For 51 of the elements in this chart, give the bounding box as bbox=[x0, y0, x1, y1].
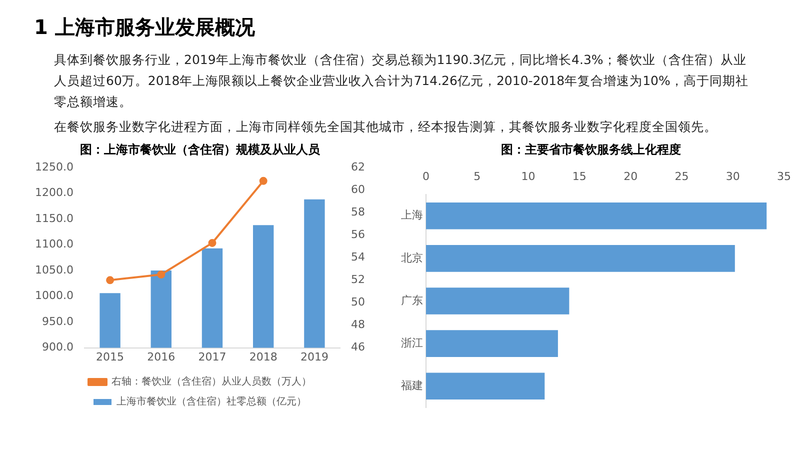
point bbox=[157, 270, 166, 279]
text: 在餐饮服务业数字化进程方面，上海市同样领先全国其他城市，经本报告测算，其餐饮服务业数字化程度全国领先。 bbox=[54, 118, 718, 136]
x-tick-label: 35 bbox=[777, 170, 791, 183]
x-tick-label: 20 bbox=[624, 170, 638, 183]
y-tick-label: 广东 bbox=[401, 294, 423, 307]
y-tick-label: 900.0 bbox=[42, 340, 74, 354]
y2-tick-label: 60 bbox=[351, 182, 366, 196]
x-tick-label: 2016 bbox=[147, 350, 176, 364]
x-tick-label: 15 bbox=[572, 170, 586, 183]
x-tick-label: 10 bbox=[521, 170, 536, 183]
text: 具体到餐饮服务行业，2019年上海市餐饮业（含住宿）交易总额为1190.3亿元，同比增长4.3%；餐饮业（含住宿）从业人员超过60万。2018年上海限额以上餐饮企业营业收入合计为714.26亿元，2010-2018年复合增速为10%，高于同期社零总额增速。 bbox=[54, 51, 750, 111]
bar bbox=[426, 372, 545, 400]
y2-tick-label: 48 bbox=[351, 318, 366, 332]
y-tick-label: 1150.0 bbox=[34, 212, 74, 225]
y-tick-label: 北京 bbox=[401, 251, 423, 264]
x-tick-label: 30 bbox=[726, 170, 740, 183]
y2-tick-label: 62 bbox=[351, 160, 366, 174]
bar bbox=[426, 245, 735, 272]
bar bbox=[426, 330, 558, 357]
y2-tick-label: 56 bbox=[351, 228, 366, 241]
y-tick-label: 浙江 bbox=[401, 336, 423, 350]
y2-tick-label: 54 bbox=[351, 250, 366, 264]
y2-tick-label: 58 bbox=[351, 205, 366, 218]
x-tick-label: 2017 bbox=[198, 350, 226, 364]
x-tick-label: 25 bbox=[674, 170, 689, 183]
text: 1 上海市服务业发展概况 bbox=[34, 14, 256, 41]
point bbox=[106, 276, 114, 284]
x-tick-label: 5 bbox=[474, 170, 481, 183]
bar bbox=[426, 202, 767, 230]
chart-title: 图：上海市餐饮业（含住宿）规模及从业人员 bbox=[80, 142, 321, 156]
y-tick-label: 福建 bbox=[401, 378, 423, 392]
bar bbox=[426, 288, 570, 314]
y-tick-label: 1000.0 bbox=[34, 289, 74, 302]
y-tick-label: 950.0 bbox=[42, 314, 74, 328]
x-tick-label: 2018 bbox=[249, 350, 278, 364]
point bbox=[208, 238, 216, 247]
x-tick-label: 2019 bbox=[300, 350, 328, 364]
y-tick-label: 1100.0 bbox=[34, 238, 74, 251]
y-tick-label: 1250.0 bbox=[34, 160, 74, 174]
x-tick-label: 2015 bbox=[96, 350, 124, 364]
y-tick-label: 上海 bbox=[401, 208, 423, 222]
y2-tick-label: 52 bbox=[351, 273, 366, 286]
chart-title: 图：主要省市餐饮服务线上化程度 bbox=[501, 142, 681, 156]
point bbox=[259, 176, 268, 185]
y-tick-label: 1050.0 bbox=[34, 263, 74, 276]
y2-tick-label: 46 bbox=[351, 340, 366, 354]
x-tick-label: 0 bbox=[422, 170, 430, 183]
y-tick-label: 1200.0 bbox=[34, 186, 74, 200]
y2-tick-label: 50 bbox=[351, 296, 366, 309]
legend-label: 上海市餐饮业（含住宿）社零总额（亿元） bbox=[116, 396, 306, 408]
legend-label: 右轴：餐饮业（含住宿）从业人员数（万人） bbox=[112, 376, 312, 388]
